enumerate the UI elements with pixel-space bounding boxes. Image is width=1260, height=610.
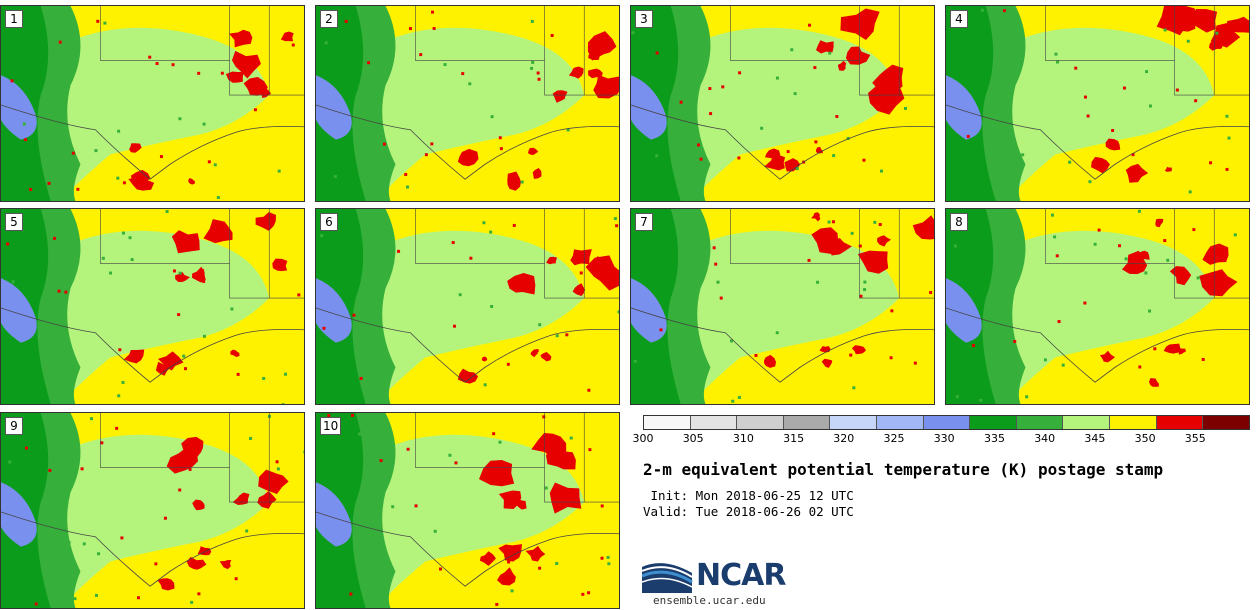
panel-number: 2 [320,10,338,28]
colorbar-segment [923,416,971,429]
colorbar-tick-label: 340 [1034,432,1056,445]
colorbar-tick-label: 325 [883,432,905,445]
colorbar-segment [877,416,924,429]
colorbar-tick-label: 310 [732,432,754,445]
colorbar-segment [783,416,831,429]
map-panel-9: 9 [0,412,305,609]
colorbar-tick-label: 320 [833,432,855,445]
colorbar-segment [1016,416,1064,429]
colorbar-tick-label: 350 [1134,432,1156,445]
site-url: ensemble.ucar.edu [653,594,766,607]
colorbar-segment [1203,416,1249,429]
ncar-swoosh-icon [642,563,693,593]
colorbar-segment [737,416,784,429]
colorbar-segment [1110,416,1157,429]
panel-number: 1 [5,10,23,28]
colorbar-segment [1156,416,1204,429]
panel-number: 4 [950,10,968,28]
map-panel-6: 6 [315,208,620,405]
colorbar-tick-label: 335 [984,432,1005,445]
map-panel-4: 4 [945,5,1250,202]
map-panel-5: 5 [0,208,305,405]
ncar-logo: NCAR [642,553,792,595]
colorbar-segment [970,416,1017,429]
colorbar-segment [644,416,691,429]
panel-number: 7 [635,213,653,231]
colorbar-tick-label: 315 [783,432,805,445]
colorbar-segment [690,416,738,429]
colorbar-tick-label: 355 [1184,432,1206,445]
colorbar [643,415,1250,430]
map-panel-3: 3 [630,5,935,202]
panel-number: 10 [320,417,342,435]
panel-number: 8 [950,213,968,231]
figure-title: 2-m equivalent potential temperature (K)… [643,460,1164,479]
map-panel-7: 7 [630,208,935,405]
colorbar-tick-label: 300 [632,432,654,445]
colorbar-segment [830,416,878,429]
valid-time: Valid: Tue 2018-06-26 02 UTC [643,504,854,519]
panel-number: 3 [635,10,653,28]
panel-number: 9 [5,417,23,435]
map-panel-2: 2 [315,5,620,202]
map-panel-8: 8 [945,208,1250,405]
map-panel-10: 10 [315,412,620,609]
panel-number: 5 [5,213,23,231]
map-panel-1: 1 [0,5,305,202]
colorbar-tick-label: 330 [933,432,955,445]
colorbar-tick-label: 345 [1084,432,1106,445]
init-time: Init: Mon 2018-06-25 12 UTC [643,488,854,503]
panel-number: 6 [320,213,338,231]
colorbar-ticks: 300 305 310 315 320 325 330 335 340 345 350 355 [633,432,1248,446]
colorbar-tick-label: 305 [682,432,704,445]
ncar-logo-text: NCAR [696,558,786,593]
colorbar-segment [1063,416,1111,429]
